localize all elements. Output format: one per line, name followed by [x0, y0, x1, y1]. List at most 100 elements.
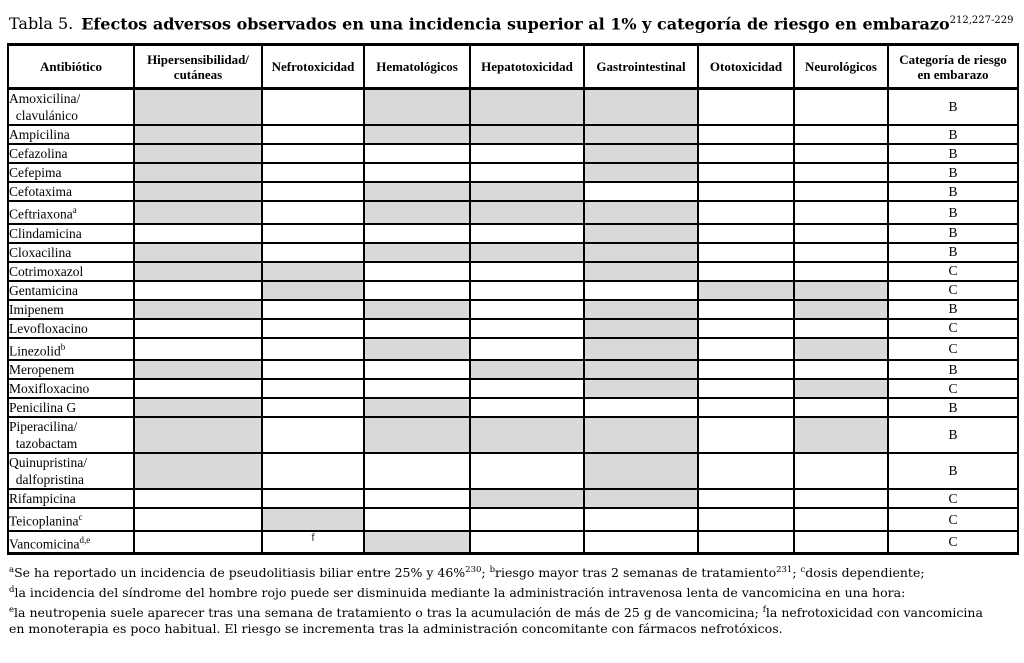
- effect-cell-nefrotoxicidad: [261, 260, 365, 282]
- effect-cell-nefrotoxicidad: [261, 181, 365, 203]
- antibiotic-name-cell: Teicoplaninac: [7, 507, 135, 532]
- effect-cell-hipersensibilidad_cutaneas: [133, 181, 263, 203]
- risk-category-cell: B: [887, 162, 1019, 184]
- effect-cell-hepatotoxicidad: [469, 507, 585, 532]
- effect-cell-hepatotoxicidad: [469, 279, 585, 301]
- risk-category-cell: C: [887, 378, 1019, 400]
- effect-cell-gastrointestinal: [583, 317, 699, 339]
- effect-cell-neurologicos: [793, 488, 889, 510]
- table-caption: Efectos adversos observados en una incid…: [81, 14, 950, 34]
- antibiotic-name-cell: Linezolidb: [7, 336, 135, 362]
- footnote-marker: d: [9, 584, 15, 595]
- effect-cell-hipersensibilidad_cutaneas: [133, 507, 263, 532]
- antibiotic-name: Piperacilina/ tazobactam: [9, 419, 78, 452]
- effect-cell-hematologicos: [363, 87, 471, 127]
- table-row: Ceftriaxonaa B: [7, 200, 1019, 225]
- effect-cell-hipersensibilidad_cutaneas: [133, 416, 263, 455]
- table-row: Teicoplaninac C: [7, 507, 1019, 532]
- antibiotic-footnote-marker: a: [72, 205, 77, 216]
- table-row: Cotrimoxazol C: [7, 260, 1019, 282]
- effect-cell-hepatotoxicidad: [469, 241, 585, 263]
- column-header: Gastrointestinal: [583, 43, 699, 91]
- footnote-marker: a: [9, 565, 15, 576]
- antibiotic-footnote-marker: c: [78, 512, 83, 523]
- risk-category-cell: B: [887, 222, 1019, 244]
- column-header: Hematológicos: [363, 43, 471, 91]
- effect-cell-ototoxicidad: [697, 452, 795, 491]
- effect-cell-hepatotoxicidad: [469, 317, 585, 339]
- antibiotic-name: Cefotaxima: [9, 184, 72, 200]
- header-row: Antibiótico Hipersensibilidad/ cutáneas Ne…: [7, 43, 1019, 91]
- table-number: Tabla 5.: [9, 14, 74, 34]
- risk-category-cell: C: [887, 336, 1019, 362]
- effect-cell-hepatotoxicidad: [469, 488, 585, 510]
- effect-cell-hepatotoxicidad: [469, 378, 585, 400]
- antibiotic-name: Teicoplanina: [9, 513, 79, 529]
- footnotes: aSe ha reportado un incidencia de pseudo…: [9, 562, 1017, 637]
- effect-cell-nefrotoxicidad: f: [261, 529, 365, 555]
- table-row: Moxifloxacino C: [7, 378, 1019, 400]
- table-row: Gentamicina C: [7, 279, 1019, 301]
- risk-category-cell: C: [887, 507, 1019, 532]
- effect-cell-nefrotoxicidad: [261, 488, 365, 510]
- antibiotic-name: Levofloxacino: [9, 320, 88, 336]
- effect-cell-hematologicos: [363, 124, 471, 146]
- effect-cell-neurologicos: [793, 416, 889, 455]
- effect-cell-hipersensibilidad_cutaneas: [133, 298, 263, 320]
- effect-cell-ototoxicidad: [697, 181, 795, 203]
- footnote-marker: 230: [465, 565, 482, 576]
- effect-cell-ototoxicidad: [697, 143, 795, 165]
- effect-cell-hipersensibilidad_cutaneas: [133, 317, 263, 339]
- effect-cell-ototoxicidad: [697, 241, 795, 263]
- antibiotic-name-cell: Penicilina G: [7, 397, 135, 419]
- antibiotic-name-cell: Gentamicina: [7, 279, 135, 301]
- antibiotic-name-cell: Cloxacilina: [7, 241, 135, 263]
- effect-cell-neurologicos: [793, 124, 889, 146]
- effect-cell-hipersensibilidad_cutaneas: [133, 200, 263, 225]
- effect-cell-gastrointestinal: [583, 200, 699, 225]
- effect-cell-nefrotoxicidad: [261, 507, 365, 532]
- effect-cell-nefrotoxicidad: [261, 143, 365, 165]
- effect-cell-gastrointestinal: [583, 87, 699, 127]
- table-row: Cefepima B: [7, 162, 1019, 184]
- antibiotic-name: Amoxicilina/ clavulánico: [9, 91, 81, 124]
- footnote-text: ;: [481, 565, 490, 581]
- effect-cell-neurologicos: [793, 378, 889, 400]
- table-title: Tabla 5. Efectos adversos observados en u…: [9, 10, 1017, 35]
- effect-cell-hematologicos: [363, 378, 471, 400]
- effect-cell-hematologicos: [363, 162, 471, 184]
- footnote-line: en monoterapia es poco habitual. El ries…: [9, 621, 1017, 638]
- footnote-text: Se ha reportado un incidencia de pseudol…: [14, 565, 466, 581]
- effect-cell-ototoxicidad: [697, 200, 795, 225]
- effect-cell-hematologicos: [363, 488, 471, 510]
- column-header: Neurológicos: [793, 43, 889, 91]
- effect-cell-gastrointestinal: [583, 488, 699, 510]
- antibiotic-name-cell: Meropenem: [7, 359, 135, 381]
- risk-category-cell: B: [887, 87, 1019, 127]
- table-row: Clindamicina B: [7, 222, 1019, 244]
- table-row: Piperacilina/ tazobactam B: [7, 416, 1019, 455]
- footnote-line: ela neutropenia suele aparecer tras una …: [9, 602, 1017, 622]
- risk-category-cell: C: [887, 529, 1019, 555]
- effect-cell-hematologicos: [363, 507, 471, 532]
- effect-cell-hipersensibilidad_cutaneas: [133, 162, 263, 184]
- paper-table-page: Tabla 5. Efectos adversos observados en u…: [7, 10, 1019, 637]
- footnote-marker: c: [800, 565, 806, 576]
- effect-cell-hematologicos: [363, 416, 471, 455]
- effect-cell-hepatotoxicidad: [469, 336, 585, 362]
- table-row: Rifampicina C: [7, 488, 1019, 510]
- effect-cell-hematologicos: [363, 200, 471, 225]
- effect-cell-gastrointestinal: [583, 143, 699, 165]
- effect-cell-neurologicos: [793, 336, 889, 362]
- effect-cell-nefrotoxicidad: [261, 397, 365, 419]
- effect-cell-hepatotoxicidad: [469, 452, 585, 491]
- footnote-marker: f: [762, 604, 766, 615]
- effect-cell-hipersensibilidad_cutaneas: [133, 260, 263, 282]
- table-row: Meropenem B: [7, 359, 1019, 381]
- effect-cell-nefrotoxicidad: [261, 279, 365, 301]
- table-row: Imipenem B: [7, 298, 1019, 320]
- antibiotic-name-cell: Ampicilina: [7, 124, 135, 146]
- risk-category-cell: B: [887, 200, 1019, 225]
- effect-cell-neurologicos: [793, 359, 889, 381]
- risk-category-cell: C: [887, 317, 1019, 339]
